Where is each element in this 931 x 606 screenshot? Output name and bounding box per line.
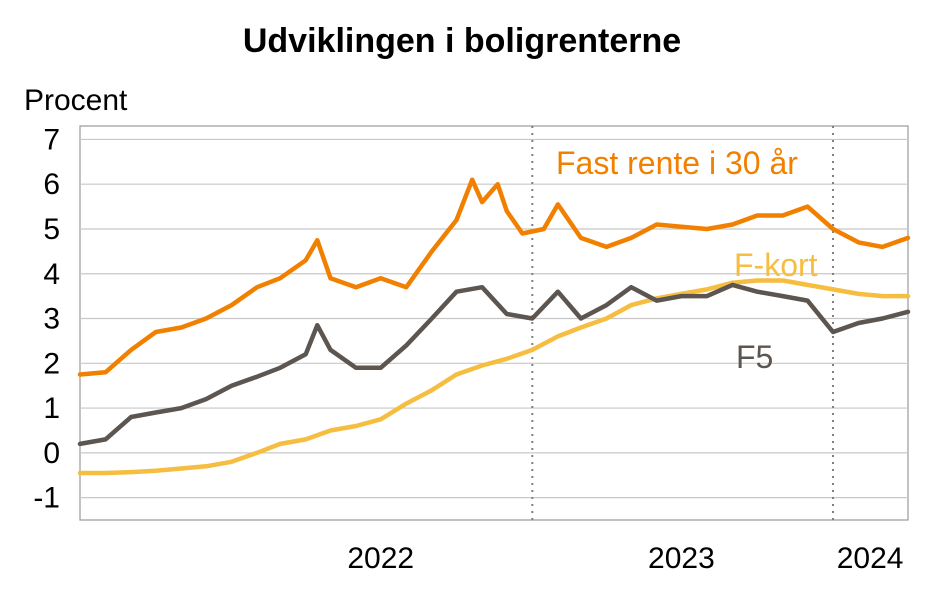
x-tick-label: 2023 (648, 542, 715, 575)
series-line-f5 (77, 282, 911, 447)
x-tick-label: 2024 (837, 542, 904, 575)
y-tick-label: 1 (43, 392, 60, 425)
plot-area (79, 125, 909, 521)
y-tick-labels: 7 6 5 4 3 2 1 0 -1 (33, 123, 60, 514)
x-tick-label: 2022 (347, 542, 414, 575)
y-tick-label: 6 (43, 168, 60, 201)
y-tick-label: 3 (43, 303, 60, 336)
y-tick-label: 0 (43, 437, 60, 470)
y-tick-label: 2 (43, 347, 60, 380)
series-lines (77, 177, 911, 476)
series-line-f-kort (77, 278, 911, 476)
y-tick-label: 5 (43, 213, 60, 246)
grid (80, 138, 908, 499)
y-tick-label: -1 (33, 482, 60, 515)
chart-title: Udviklingen i boligrenterne (243, 22, 681, 60)
series-label-f5: F5 (736, 339, 773, 375)
x-tick-labels: 2022 2023 2024 (347, 542, 903, 575)
y-axis-unit-label: Procent (24, 84, 128, 117)
series-label-f-kort: F-kort (734, 247, 818, 283)
y-tick-label: 7 (43, 123, 60, 156)
series-line-fast-rente (77, 177, 911, 377)
year-dividers (531, 126, 835, 520)
series-labels: Fast rente i 30 år F-kort F5 (556, 145, 818, 375)
series-label-fast-rente: Fast rente i 30 år (556, 145, 798, 181)
y-tick-label: 4 (43, 258, 60, 291)
